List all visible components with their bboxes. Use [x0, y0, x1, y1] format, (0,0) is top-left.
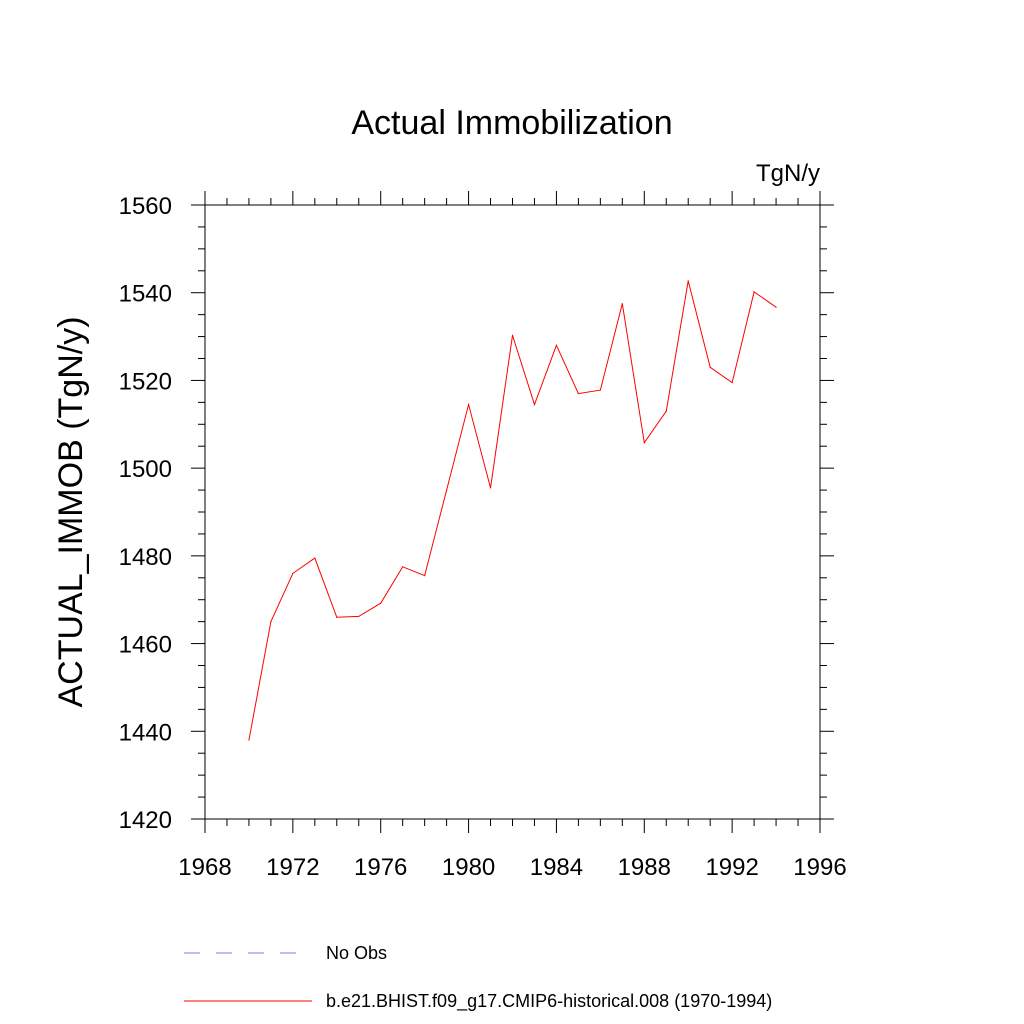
data-point [753, 291, 755, 293]
x-tick-label: 1980 [442, 854, 495, 881]
data-point [336, 616, 338, 618]
legend-label: No Obs [326, 943, 387, 963]
chart-title: Actual Immobilization [351, 104, 672, 142]
data-point [489, 487, 492, 489]
data-point [643, 442, 645, 444]
y-tick-label: 1520 [119, 368, 172, 395]
x-tick-label: 1984 [530, 854, 583, 881]
legend: No Obs b.e21.BHIST.f09_g17.CMIP6-historic… [184, 943, 772, 1012]
y-tick-label: 1540 [119, 281, 172, 308]
x-tick-label: 1988 [618, 854, 671, 881]
x-tick-label: 1976 [354, 854, 407, 881]
data-point [775, 306, 777, 308]
plot-frame [204, 204, 821, 820]
y-tick-label: 1480 [119, 544, 172, 571]
x-tick-label: 1996 [793, 854, 846, 881]
data-point [402, 566, 404, 568]
data-point [314, 557, 316, 559]
data-point [270, 621, 272, 623]
data-point [555, 344, 558, 346]
data-point [599, 389, 601, 391]
data-point [731, 382, 733, 384]
data-point [467, 403, 470, 406]
data-point [424, 574, 426, 577]
y-axis-label: ACTUAL_IMMOB (TgN/y) [52, 316, 90, 707]
data-point [577, 392, 579, 395]
data-point [511, 334, 514, 336]
x-tick-label: 1968 [178, 854, 231, 881]
data-point [248, 739, 250, 741]
data-point [380, 602, 382, 604]
data-point [665, 410, 667, 412]
data-point [687, 280, 689, 282]
y-tick-label: 1440 [119, 719, 172, 746]
y-tick-label: 1500 [119, 456, 172, 483]
legend-label: b.e21.BHIST.f09_g17.CMIP6-historical.008… [326, 991, 772, 1012]
series-line [248, 280, 777, 741]
data-point [621, 303, 623, 305]
y-tick-label: 1560 [119, 193, 172, 220]
axis-ticks [191, 191, 834, 833]
data-point [533, 403, 536, 406]
data-point [446, 489, 448, 491]
series-group [248, 280, 777, 741]
data-point [709, 366, 711, 368]
tick-labels: 1968 1972 1976 1980 1984 1988 1992 1996 1420 1440… [119, 193, 847, 881]
y-tick-label: 1420 [119, 807, 172, 834]
data-point [358, 615, 360, 617]
units-label: TgN/y [756, 160, 820, 187]
x-tick-label: 1992 [705, 854, 758, 881]
x-tick-label: 1972 [266, 854, 319, 881]
y-tick-label: 1460 [119, 632, 172, 659]
data-point [292, 572, 294, 575]
